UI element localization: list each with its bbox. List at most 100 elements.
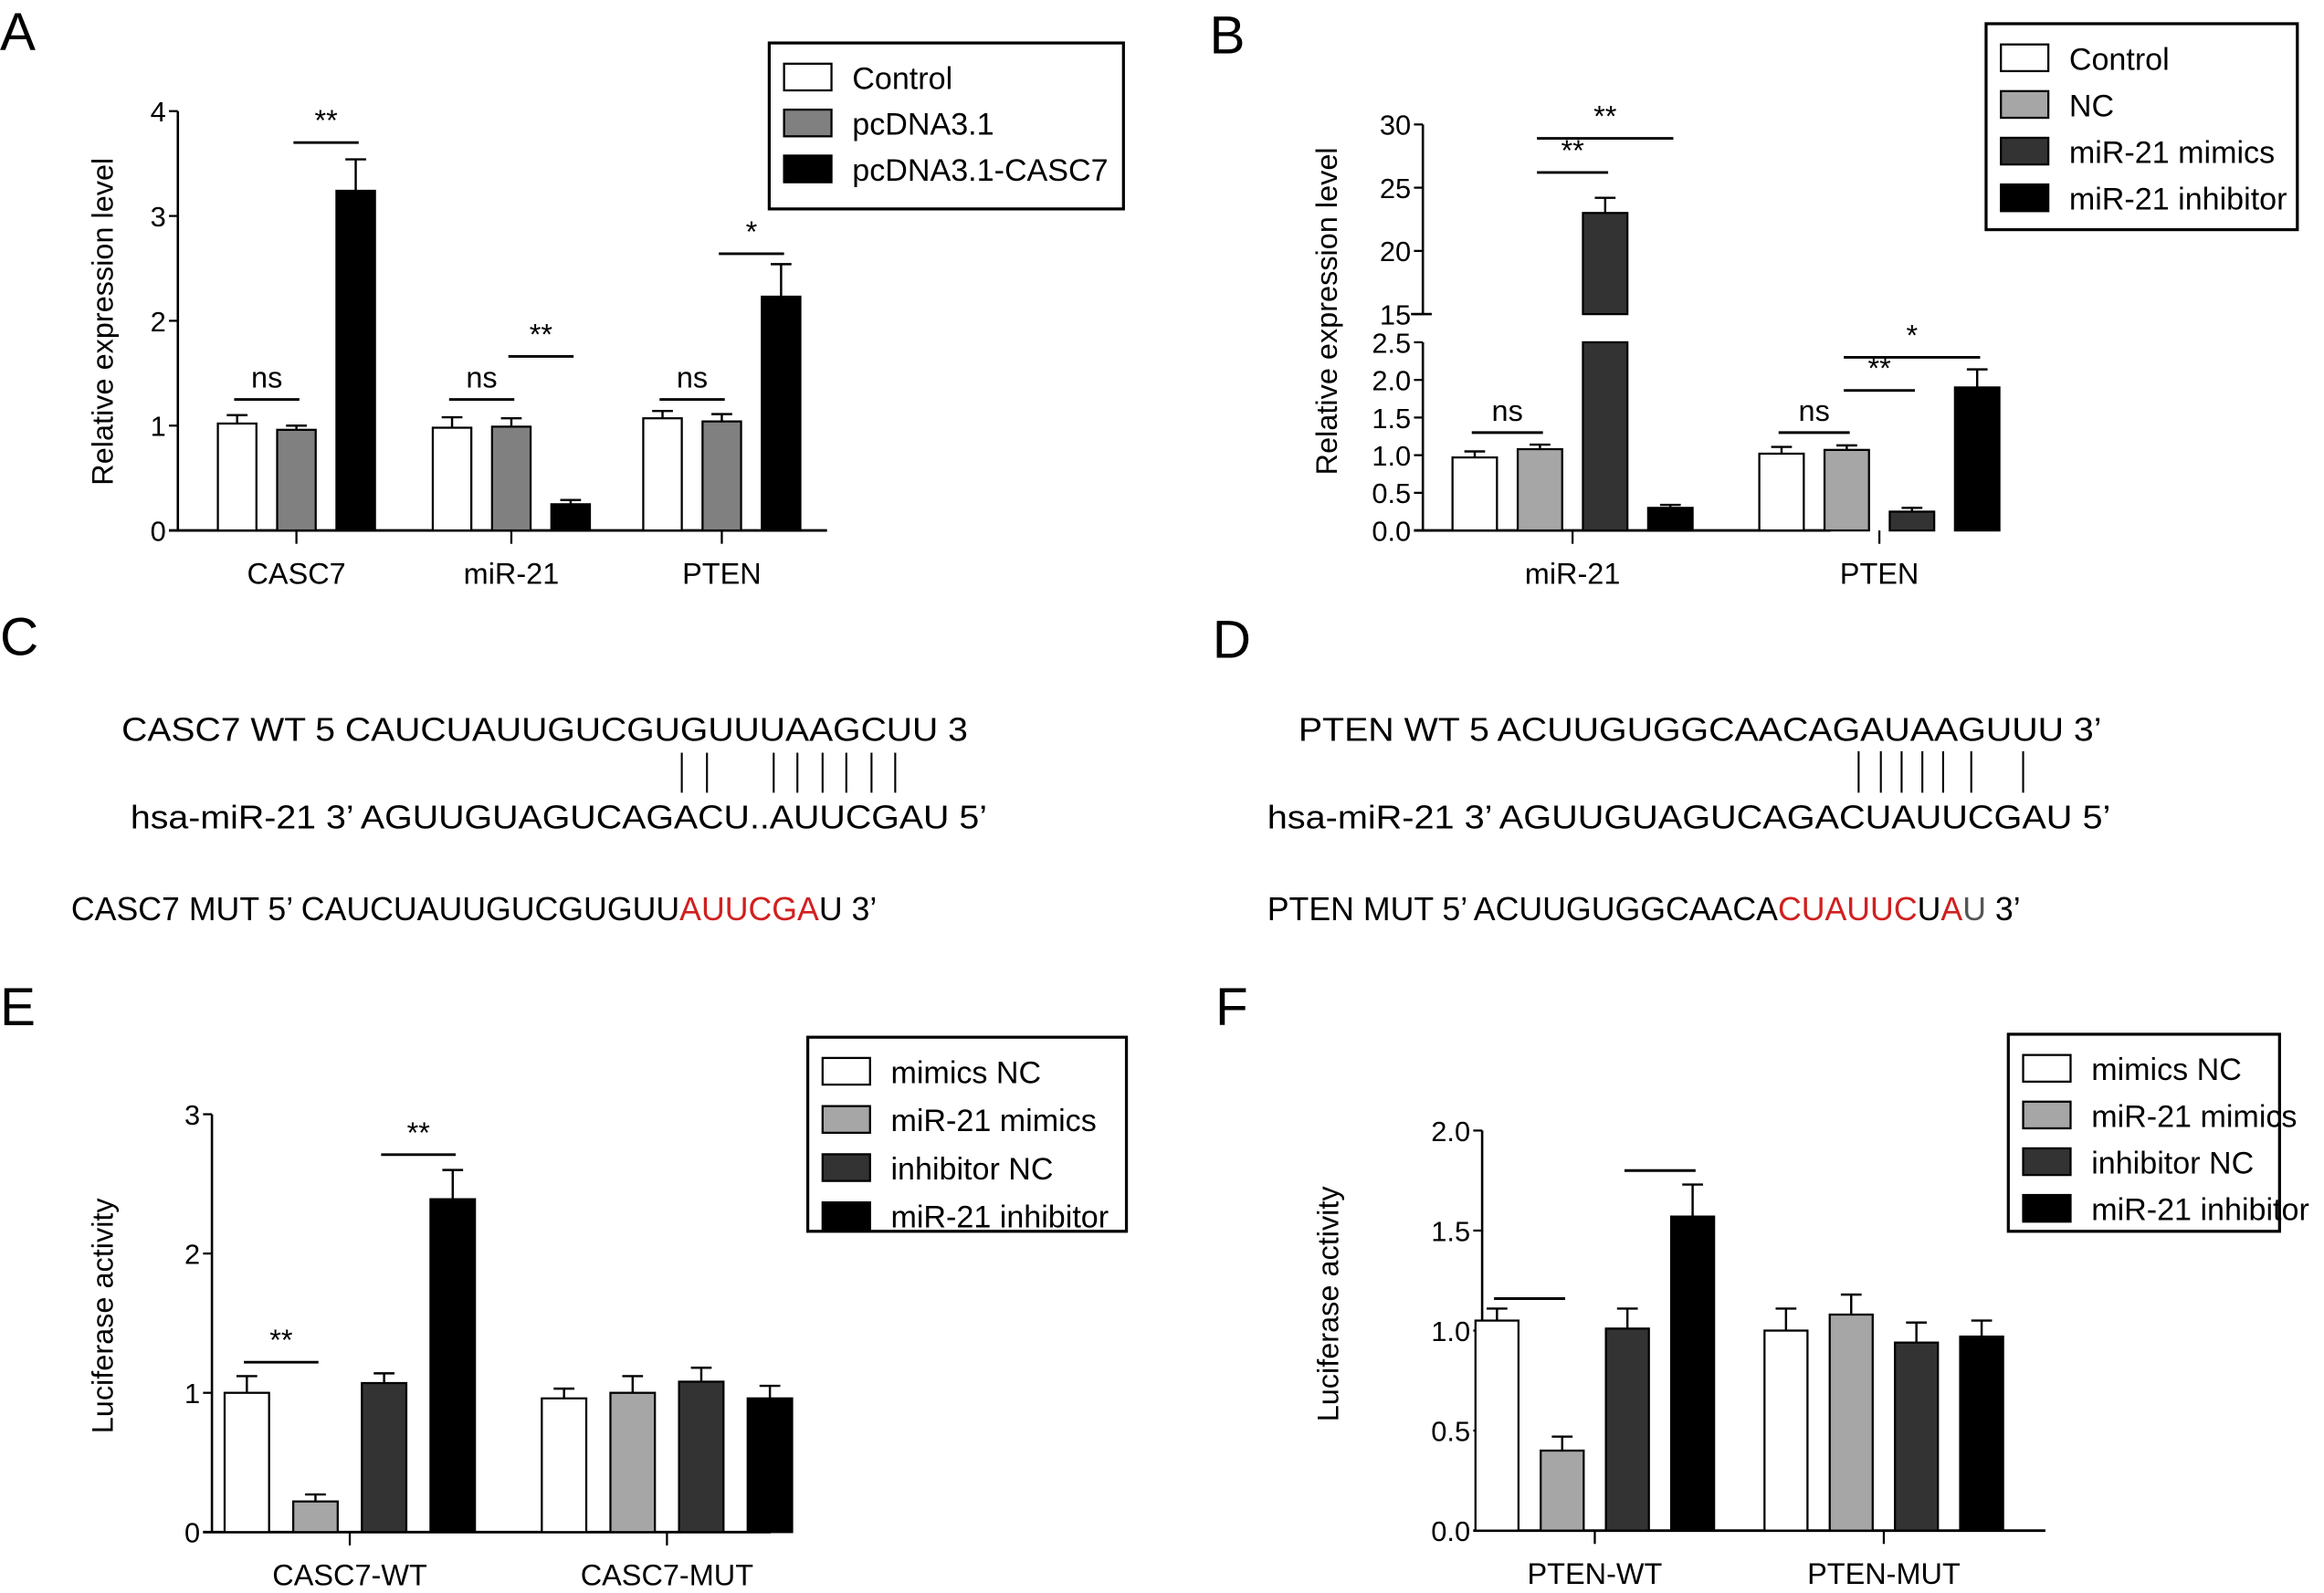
mirna-sequence-d: hsa-miR-21 3’ AGUUGUAGUCAGACUAUUCGAU 5’ <box>1267 799 2111 835</box>
y-tick-label: 1.5 <box>1431 1215 1470 1247</box>
legend-label: pcDNA3.1 <box>852 108 994 142</box>
y-tick-label: 1 <box>184 1378 200 1410</box>
bar <box>746 1397 794 1534</box>
bar <box>1828 1313 1874 1532</box>
legend-label: NC <box>2069 89 2114 123</box>
y-tick-label: 25 <box>1380 173 1411 204</box>
bar <box>431 426 473 532</box>
legend-swatch <box>783 108 833 138</box>
bar <box>1823 448 1870 532</box>
x-tick-label: PTEN <box>1840 558 1919 591</box>
bar <box>761 295 802 532</box>
y-tick-label: 0.5 <box>1431 1415 1470 1447</box>
mutated-bases: AUUCGA <box>679 891 819 928</box>
legend-label: miR-21 mimics <box>2069 136 2275 171</box>
bar <box>678 1380 725 1534</box>
y-tick-label: 0.0 <box>1431 1515 1470 1547</box>
legend-swatch <box>2022 1193 2072 1223</box>
significance-label: ** <box>269 1324 293 1357</box>
legend-swatch <box>2000 183 2050 213</box>
legend-label: Control <box>852 61 952 96</box>
bar <box>1451 456 1499 532</box>
mut-mid: U <box>1918 891 1941 928</box>
bar <box>1953 386 2001 532</box>
bar <box>291 1500 339 1534</box>
x-tick-label: miR-21 <box>1525 558 1621 591</box>
y-tick-label: 1.5 <box>1372 403 1411 435</box>
chart-panel-b: 0.0 0.5 1.0 1.5 2.0 2.515 20 25 30 Relative expre… <box>1310 22 2299 591</box>
y-tick-label: 15 <box>1380 299 1411 330</box>
legend-label: miR-21 inhibitor <box>2069 183 2287 217</box>
legend-label: pcDNA3.1-CASC7 <box>852 153 1108 188</box>
bar <box>1474 1319 1520 1532</box>
legend-label: miR-21 inhibitor <box>2091 1193 2309 1228</box>
legend-swatch <box>783 62 833 92</box>
chart-panel-f: 0.0 0.5 1.0 1.5 2.0 Luciferase activity PTEN-W… <box>1312 1032 2309 1590</box>
bar <box>1582 212 1629 316</box>
y-tick-label: 0.0 <box>1372 515 1411 547</box>
bar <box>1516 447 1563 532</box>
y-axis-title: Relative expression level <box>1310 147 1343 475</box>
legend-swatch <box>2022 1100 2072 1130</box>
y-tick-label: 30 <box>1380 110 1411 141</box>
y-tick-label: 4 <box>151 96 166 128</box>
y-tick-label: 1.0 <box>1372 440 1411 472</box>
bar <box>1893 1341 1940 1532</box>
y-tick-label: 2.0 <box>1431 1116 1470 1148</box>
casc7-mut-sequence: CASC7 MUT 5’ CAUCUAUUGUCGUGUUAUUCGAU 3’ <box>71 891 877 928</box>
y-tick-label: 2.5 <box>1372 327 1411 359</box>
x-tick-label: CASC7-WT <box>272 1559 427 1586</box>
bar <box>1758 452 1805 532</box>
significance-label: ns <box>1799 394 1830 427</box>
bar <box>490 425 532 532</box>
legend-swatch <box>821 1201 871 1231</box>
x-tick-label: CASC7-MUT <box>581 1559 753 1586</box>
x-tick-label: PTEN-MUT <box>1807 1557 1961 1586</box>
legend-label: mimics NC <box>890 1055 1041 1090</box>
legend-label: mimics NC <box>2091 1053 2242 1087</box>
x-tick-label: miR-21 <box>464 558 560 591</box>
bar <box>223 1391 270 1534</box>
bar <box>1888 510 1936 532</box>
charts: 0 1 2 3 4 Relative expression level CASC7 miR-2… <box>86 22 2309 1592</box>
chart-panel-a: 0 1 2 3 4 Relative expression level CASC7 miR-2… <box>86 41 1125 591</box>
mut-suffix: U 3’ <box>819 891 877 928</box>
bar <box>216 422 258 532</box>
y-tick-label: 2 <box>184 1239 200 1271</box>
legend-swatch <box>783 154 833 183</box>
legend-label: miR-21 mimics <box>890 1104 1096 1138</box>
significance-label: ** <box>530 318 553 351</box>
bar <box>609 1391 657 1534</box>
legend-swatch <box>821 1105 871 1134</box>
legend-swatch <box>821 1153 871 1182</box>
panel-label-f: F <box>1215 978 1248 1037</box>
bar <box>550 503 592 532</box>
chart-panel-e: 0 1 2 3 Luciferase activity CASC7-WT CASC7-MUT… <box>86 1035 1129 1592</box>
panel-label-b: B <box>1209 5 1245 65</box>
legend-swatch <box>2000 43 2050 73</box>
mut-prefix: PTEN MUT 5’ ACUUGUGGCAACA <box>1267 891 1778 928</box>
significance-label: * <box>746 215 758 248</box>
bar <box>1959 1335 2004 1532</box>
significance-label: ** <box>1593 100 1617 133</box>
panel-d-sequences: PTEN WT 5 ACUUGUGGCAACAGAUAAGUUU 3’ hsa-… <box>1267 712 2111 928</box>
bar <box>1669 1215 1716 1532</box>
significance-label: ** <box>314 104 338 137</box>
significance-label: ** <box>407 1116 431 1149</box>
legend-label: miR-21 inhibitor <box>890 1200 1109 1235</box>
bar <box>642 417 683 532</box>
x-tick-label: PTEN <box>682 558 762 591</box>
y-tick-label: 0.5 <box>1372 477 1411 509</box>
bar <box>1540 1449 1585 1532</box>
x-tick-label: PTEN-WT <box>1528 1557 1663 1586</box>
legend-swatch <box>821 1056 871 1086</box>
y-tick-label: 3 <box>184 1099 200 1131</box>
legend-label: Control <box>2069 42 2170 77</box>
y-tick-label: 0 <box>151 515 166 547</box>
panel-label-d: D <box>1213 611 1251 670</box>
pten-wt-sequence: PTEN WT 5 ACUUGUGGCAACAGAUAAGUUU 3’ <box>1299 712 2102 749</box>
panel-label-a: A <box>0 3 36 62</box>
y-tick-label: 0 <box>184 1517 200 1549</box>
panel-c-sequences: CASC7 WT 5 CAUCUAUUGUCGUGUUUAAGCUU 3 hsa… <box>71 712 987 928</box>
y-axis-title: Relative expression level <box>86 158 119 486</box>
